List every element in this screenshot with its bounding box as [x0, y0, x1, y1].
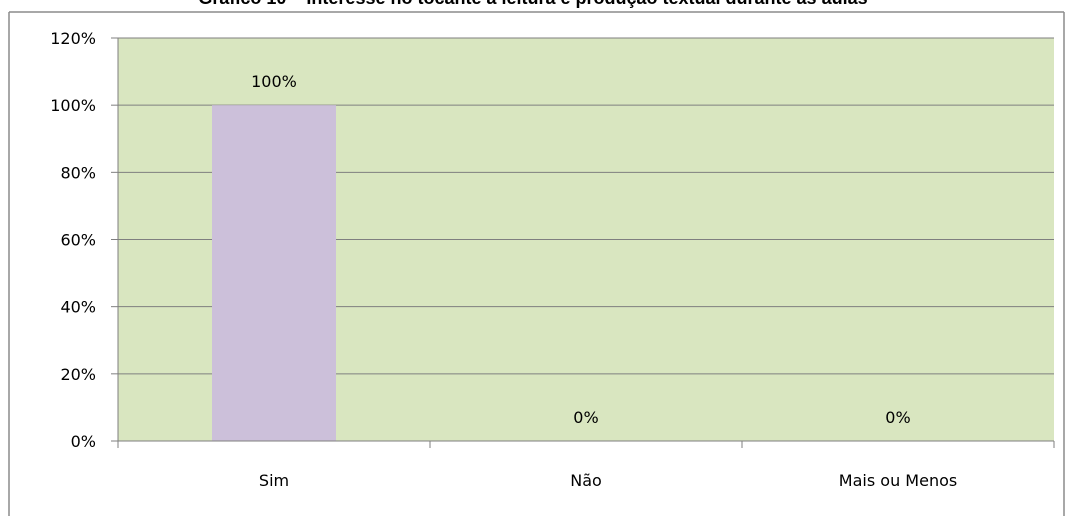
y-tick-label: 60%	[60, 231, 96, 250]
y-tick-label: 80%	[60, 163, 96, 182]
y-tick-label: 100%	[50, 96, 96, 115]
x-category-labels: Sim Não Mais ou Menos	[259, 471, 957, 490]
bar-sim	[212, 105, 336, 442]
y-tick-label: 40%	[60, 298, 96, 317]
y-tick-label: 20%	[60, 365, 96, 384]
x-category-label: Mais ou Menos	[839, 471, 957, 490]
x-category-label: Sim	[259, 471, 289, 490]
y-tick-label: 120%	[50, 29, 96, 48]
x-category-label: Não	[570, 471, 602, 490]
data-label: 0%	[885, 408, 910, 427]
data-labels: 100% 0% 0%	[251, 72, 911, 427]
y-tick-labels: 0% 20% 40% 60% 80% 100% 120%	[50, 29, 96, 451]
chart-title: Gráfico 10 – Interesse no tocante à leit…	[0, 0, 1066, 9]
data-label: 100%	[251, 72, 297, 91]
bars	[212, 105, 336, 442]
y-tick-label: 0%	[71, 432, 96, 451]
axes	[111, 37, 1055, 448]
data-label: 0%	[573, 408, 598, 427]
